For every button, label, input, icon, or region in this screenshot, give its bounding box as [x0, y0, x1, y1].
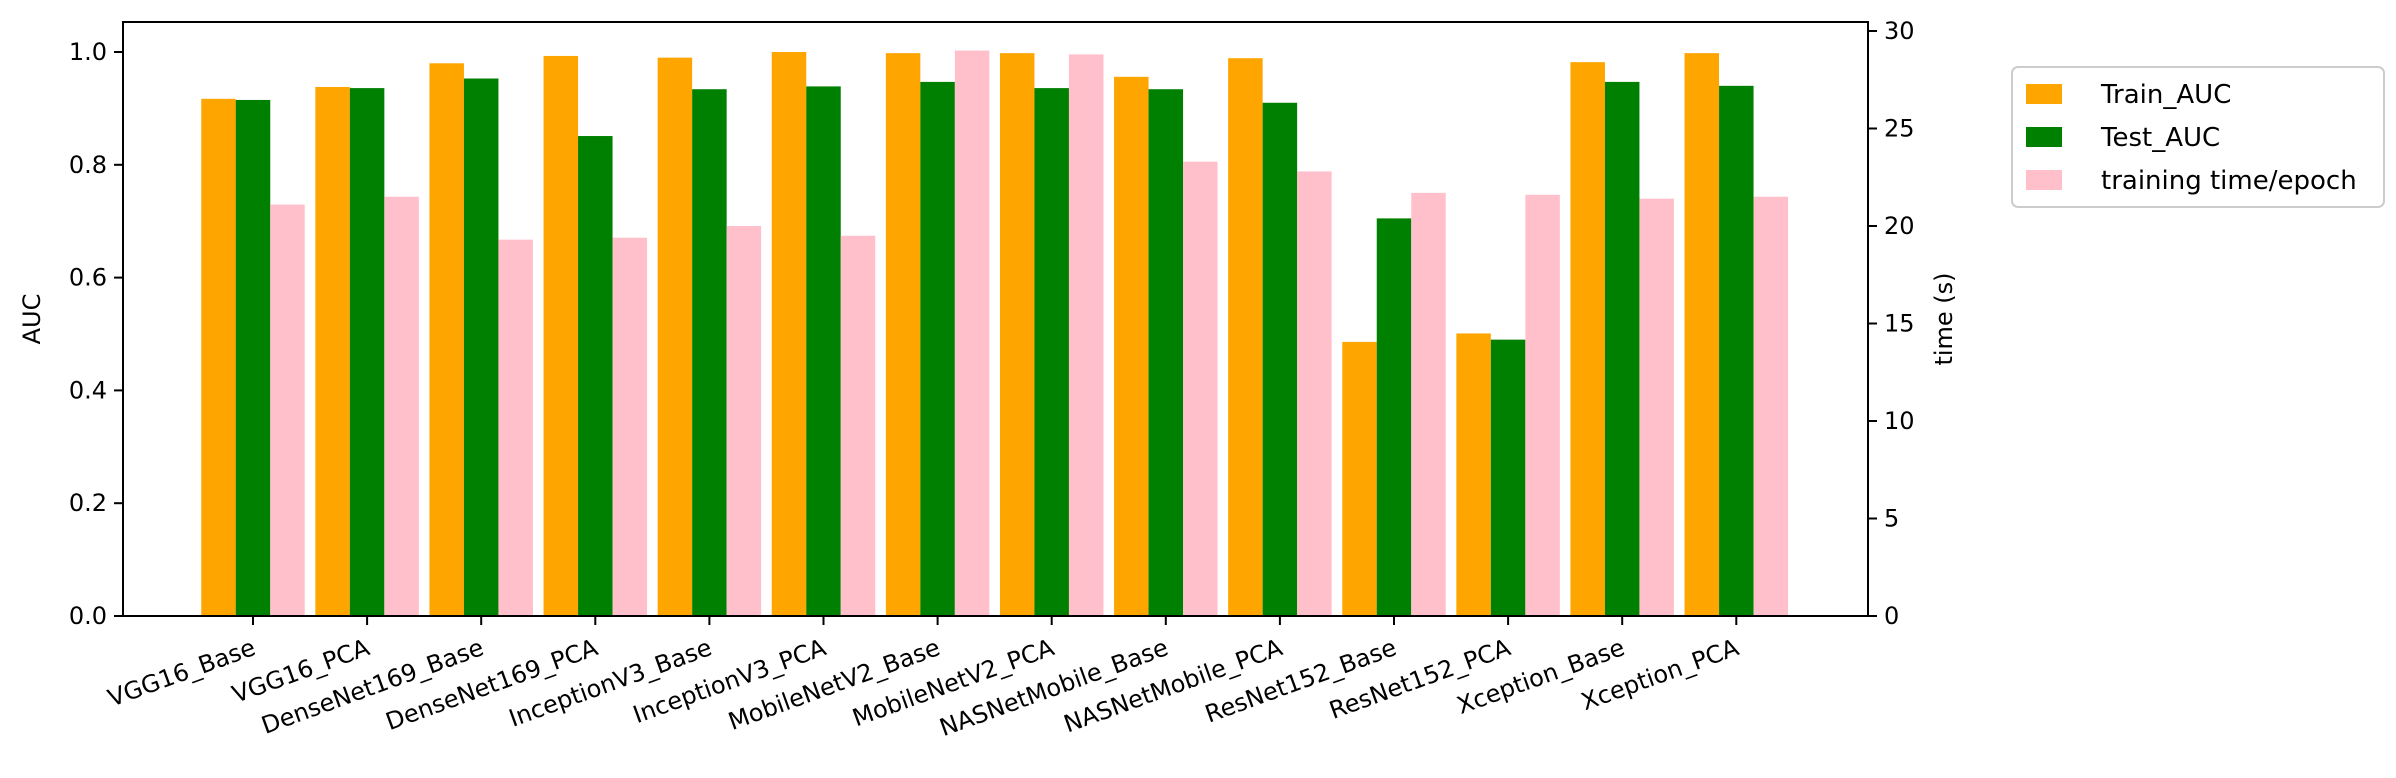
bar-training-time-epoch-8 [1183, 161, 1218, 616]
bar-training-time-epoch-3 [612, 237, 648, 616]
bar-train-auc-8 [1114, 76, 1149, 617]
y-tick-label: 0.2 [69, 489, 107, 517]
legend-swatch [2026, 170, 2062, 190]
bar-test-auc-4 [692, 89, 727, 616]
bar-training-time-epoch-2 [498, 239, 533, 616]
bar-train-auc-10 [1342, 341, 1377, 616]
y-tick-label: 0.0 [69, 602, 107, 630]
bar-train-auc-4 [657, 57, 693, 616]
y-tick-label: 0.4 [69, 376, 107, 404]
y2-tick-label: 15 [1884, 310, 1915, 338]
bar-training-time-epoch-5 [840, 235, 876, 616]
bar-train-auc-6 [885, 53, 921, 617]
legend-label: training time/epoch [2101, 166, 2357, 196]
bar-test-auc-11 [1490, 339, 1526, 616]
bar-train-auc-9 [1228, 58, 1263, 617]
bar-test-auc-8 [1148, 89, 1184, 616]
y2-axis-title: time (s) [1930, 272, 1958, 365]
bar-test-auc-9 [1262, 102, 1298, 616]
y-axis-right: 0 5 10 15 20 25 30 [1868, 17, 1915, 630]
bar-test-auc-1 [349, 88, 385, 616]
bar-test-auc-3 [578, 136, 613, 616]
x-axis: VGG16_BaseVGG16_PCADenseNet169_BaseDense… [104, 616, 1743, 742]
legend-label: Train_AUC [2100, 80, 2231, 110]
bar-train-auc-5 [771, 52, 807, 616]
bar-train-auc-11 [1456, 333, 1491, 616]
y-tick-label: 1.0 [69, 38, 107, 66]
bar-training-time-epoch-12 [1639, 198, 1674, 616]
bar-test-auc-7 [1034, 88, 1069, 616]
bar-test-auc-6 [920, 81, 955, 617]
bar-train-auc-13 [1684, 53, 1720, 617]
bar-training-time-epoch-7 [1068, 54, 1104, 616]
bars-group [201, 50, 1789, 617]
legend-swatch [2026, 127, 2062, 147]
bar-test-auc-10 [1376, 218, 1412, 616]
bar-train-auc-12 [1570, 62, 1605, 617]
bar-training-time-epoch-6 [954, 50, 990, 616]
bar-train-auc-0 [201, 98, 236, 616]
bar-test-auc-13 [1719, 85, 1754, 617]
y-axis-left: 0.0 0.2 0.4 0.6 0.8 1.0 [69, 38, 123, 630]
y2-tick-label: 30 [1884, 17, 1915, 45]
legend-box [2011, 66, 2385, 208]
y-tick-label: 0.8 [69, 151, 107, 179]
y2-tick-label: 10 [1884, 407, 1915, 435]
bar-training-time-epoch-0 [270, 204, 305, 617]
y2-tick-label: 5 [1884, 505, 1899, 533]
bar-test-auc-0 [235, 99, 271, 616]
bar-test-auc-2 [463, 78, 499, 617]
bar-test-auc-5 [806, 86, 841, 617]
y2-tick-label: 0 [1884, 602, 1899, 630]
y2-tick-label: 20 [1884, 212, 1915, 240]
bar-training-time-epoch-1 [384, 196, 419, 616]
bar-train-auc-3 [543, 55, 579, 616]
bar-train-auc-2 [429, 63, 464, 616]
bar-training-time-epoch-11 [1525, 194, 1560, 617]
bar-train-auc-7 [999, 53, 1035, 617]
bar-test-auc-12 [1604, 81, 1640, 617]
bar-train-auc-1 [315, 86, 350, 616]
y-axis-title: AUC [18, 294, 46, 345]
bar-training-time-epoch-4 [726, 226, 762, 616]
plot-frame [122, 21, 1869, 617]
x-tick-label: ResNet152_Base [1201, 633, 1400, 728]
legend-label: Test_AUC [2100, 123, 2220, 153]
bar-training-time-epoch-13 [1753, 196, 1789, 616]
legend-swatch [2026, 84, 2062, 104]
legend: Train_AUC Test_AUC training time/epoch [2011, 66, 2385, 208]
y2-tick-label: 25 [1884, 115, 1915, 143]
bar-training-time-epoch-9 [1297, 171, 1332, 616]
bar-training-time-epoch-10 [1411, 192, 1446, 616]
y-tick-label: 0.6 [69, 264, 107, 292]
